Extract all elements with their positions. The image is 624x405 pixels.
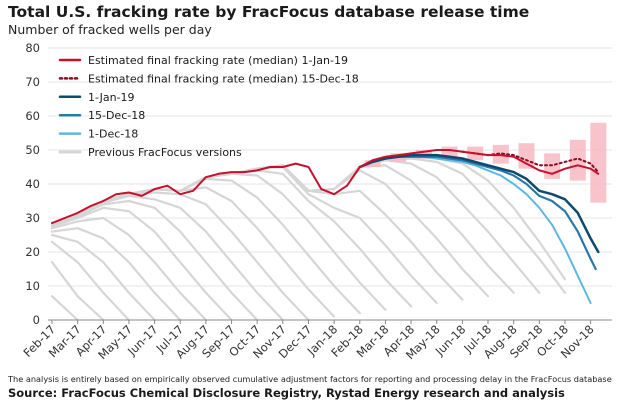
y-tick-label: 60 <box>25 109 40 123</box>
previous-version-lines <box>50 155 567 322</box>
legend-label: Previous FracFocus versions <box>88 146 242 159</box>
uncertainty-box <box>518 143 535 169</box>
previous-version-line <box>50 157 567 294</box>
source-note: Source: FracFocus Chemical Disclosure Re… <box>8 386 565 400</box>
previous-version-line <box>50 165 438 305</box>
uncertainty-box <box>441 146 458 159</box>
uncertainty-box <box>569 139 586 181</box>
y-tick-label: 20 <box>25 245 40 259</box>
legend-label: 1-Dec-18 <box>88 128 138 141</box>
legend-label: Estimated final fracking rate (median) 1… <box>88 54 348 67</box>
previous-version-line <box>50 261 105 322</box>
series-line-jan19 <box>358 153 600 254</box>
y-tick-label: 40 <box>25 177 40 191</box>
y-tick-label: 70 <box>25 75 40 89</box>
previous-version-line <box>50 216 207 322</box>
uncertainty-boxes <box>364 122 607 203</box>
y-tick-label: 0 <box>33 313 40 327</box>
series-lines <box>51 149 600 304</box>
y-tick-label: 80 <box>25 41 40 55</box>
y-tick-label: 10 <box>25 279 40 293</box>
series-line-median_final <box>51 149 600 225</box>
gridlines <box>48 47 612 287</box>
previous-version-line <box>50 233 156 322</box>
footnote: The analysis is entirely based on empiri… <box>8 374 612 384</box>
legend-label: 15-Dec-18 <box>88 109 145 122</box>
previous-version-line <box>50 227 182 322</box>
previous-version-line <box>50 295 79 322</box>
y-tick-label: 30 <box>25 211 40 225</box>
legend: Estimated final fracking rate (median) 1… <box>58 54 359 159</box>
chart-title: Total U.S. fracking rate by FracFocus da… <box>8 3 530 21</box>
legend-label: Estimated final fracking rate (median) 1… <box>88 72 359 85</box>
series-line-median_prev <box>461 150 600 174</box>
legend-label: 1-Jan-19 <box>88 91 135 104</box>
uncertainty-box <box>590 122 607 203</box>
uncertainty-box <box>364 160 381 167</box>
previous-version-line <box>50 199 259 322</box>
previous-version-line <box>50 155 567 281</box>
previous-version-line <box>50 206 233 322</box>
previous-version-line <box>50 164 464 301</box>
previous-version-line <box>50 240 130 322</box>
y-tick-label: 50 <box>25 143 40 157</box>
chart-subtitle: Number of fracked wells per day <box>8 22 212 37</box>
